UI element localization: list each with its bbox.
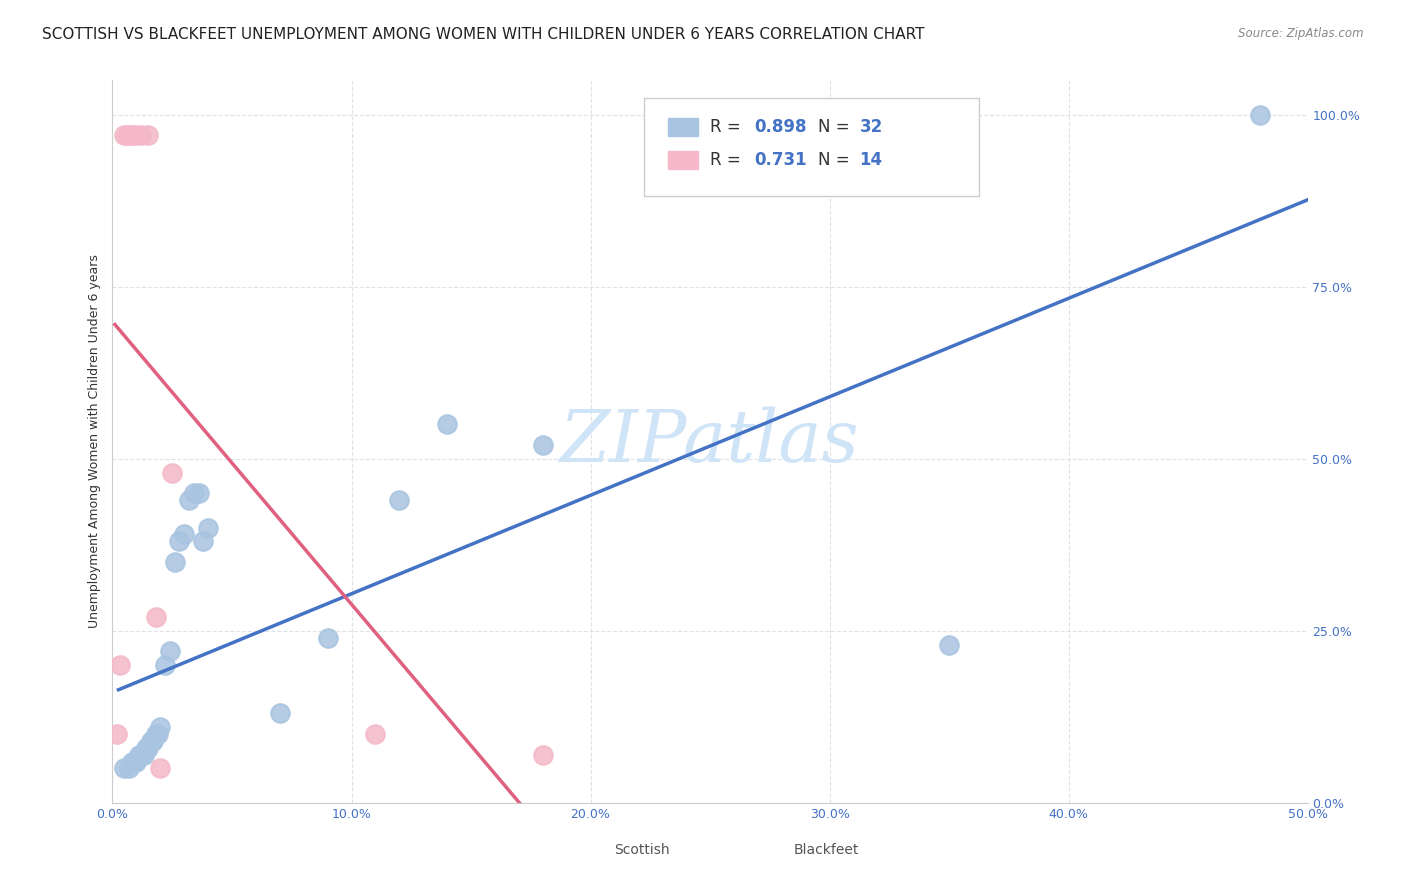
Text: Source: ZipAtlas.com: Source: ZipAtlas.com [1239, 27, 1364, 40]
Text: N =: N = [818, 151, 855, 169]
Point [388, 493, 411, 508]
Text: SCOTTISH VS BLACKFEET UNEMPLOYMENT AMONG WOMEN WITH CHILDREN UNDER 6 YEARS CORRE: SCOTTISH VS BLACKFEET UNEMPLOYMENT AMONG… [42, 27, 925, 42]
Point [149, 761, 172, 775]
Point [163, 555, 186, 569]
Point [269, 706, 291, 721]
Point [173, 527, 195, 541]
Point [138, 740, 160, 755]
Point [121, 128, 143, 143]
Point [121, 755, 143, 769]
Point [128, 747, 150, 762]
Point [142, 734, 165, 748]
Text: Scottish: Scottish [614, 843, 671, 856]
Point [177, 493, 200, 508]
Point [531, 747, 554, 762]
Text: 0.731: 0.731 [754, 151, 807, 169]
Point [159, 644, 181, 658]
Text: N =: N = [818, 119, 855, 136]
Point [122, 755, 145, 769]
Point [364, 727, 387, 741]
FancyBboxPatch shape [548, 838, 585, 862]
Point [114, 761, 135, 775]
Text: R =: R = [710, 151, 747, 169]
Point [108, 658, 131, 673]
Point [135, 740, 157, 755]
Point [149, 720, 172, 734]
Point [193, 534, 215, 549]
Point [145, 727, 167, 741]
Text: 32: 32 [859, 119, 883, 136]
Point [125, 128, 148, 143]
FancyBboxPatch shape [668, 151, 699, 169]
Point [531, 438, 554, 452]
Text: 14: 14 [859, 151, 883, 169]
Text: R =: R = [710, 119, 747, 136]
Point [145, 610, 167, 624]
Y-axis label: Unemployment Among Women with Children Under 6 years: Unemployment Among Women with Children U… [89, 254, 101, 629]
Point [139, 734, 162, 748]
Point [183, 486, 205, 500]
Point [132, 747, 155, 762]
FancyBboxPatch shape [668, 119, 699, 136]
Point [105, 727, 128, 741]
Point [436, 417, 458, 432]
Point [118, 761, 141, 775]
FancyBboxPatch shape [752, 838, 787, 862]
Point [146, 727, 169, 741]
Point [118, 128, 141, 143]
Point [169, 534, 191, 549]
Point [129, 128, 152, 143]
Point [125, 755, 148, 769]
FancyBboxPatch shape [644, 98, 979, 196]
Text: ZIPatlas: ZIPatlas [560, 406, 860, 477]
Point [197, 520, 219, 534]
Point [114, 128, 135, 143]
Text: 0.898: 0.898 [754, 119, 807, 136]
Point [129, 747, 152, 762]
Point [153, 658, 176, 673]
Point [187, 486, 209, 500]
Text: Blackfeet: Blackfeet [793, 843, 859, 856]
Point [138, 128, 160, 143]
Point [938, 638, 960, 652]
Point [162, 466, 183, 480]
Point [316, 631, 339, 645]
Point [1249, 108, 1271, 122]
Point [115, 128, 138, 143]
